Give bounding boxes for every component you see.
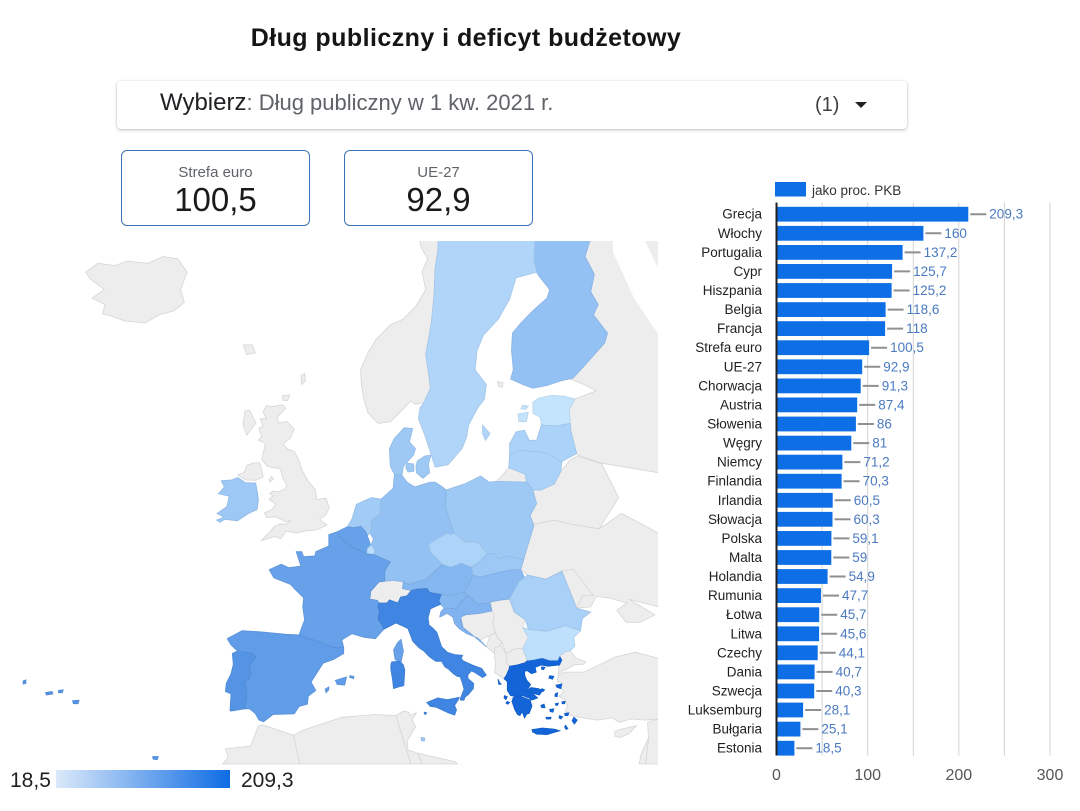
svg-text:Estonia: Estonia — [717, 741, 763, 756]
svg-text:Belgia: Belgia — [724, 302, 762, 317]
svg-text:Francja: Francja — [717, 321, 763, 336]
svg-text:100: 100 — [854, 767, 881, 784]
svg-text:300: 300 — [1037, 767, 1064, 784]
svg-text:Hiszpania: Hiszpania — [703, 283, 763, 298]
svg-text:86: 86 — [877, 417, 892, 432]
svg-text:Łotwa: Łotwa — [726, 607, 763, 622]
svg-text:Niemcy: Niemcy — [717, 455, 762, 470]
svg-text:Dania: Dania — [727, 664, 763, 679]
svg-text:60,3: 60,3 — [854, 512, 880, 527]
svg-text:137,2: 137,2 — [924, 245, 958, 260]
svg-text:81: 81 — [872, 436, 887, 451]
svg-text:18,5: 18,5 — [815, 741, 841, 756]
svg-text:Szwecja: Szwecja — [712, 684, 763, 699]
svg-text:Węgry: Węgry — [723, 436, 762, 451]
svg-text:Litwa: Litwa — [730, 626, 762, 641]
svg-text:45,7: 45,7 — [840, 607, 866, 622]
svg-text:28,1: 28,1 — [824, 703, 850, 718]
svg-text:47,7: 47,7 — [842, 588, 868, 603]
svg-text:87,4: 87,4 — [878, 397, 905, 412]
svg-text:92,9: 92,9 — [883, 359, 909, 374]
svg-text:0: 0 — [772, 767, 781, 784]
svg-text:Słowenia: Słowenia — [707, 417, 762, 432]
svg-text:Malta: Malta — [729, 550, 763, 565]
svg-text:118,6: 118,6 — [907, 302, 940, 317]
svg-text:Rumunia: Rumunia — [708, 588, 763, 603]
svg-text:160: 160 — [944, 226, 967, 241]
svg-text:40,7: 40,7 — [836, 664, 862, 679]
svg-text:Austria: Austria — [720, 397, 763, 412]
svg-text:40,3: 40,3 — [835, 684, 861, 699]
svg-text:59: 59 — [852, 550, 867, 565]
svg-text:Czechy: Czechy — [717, 645, 762, 660]
svg-text:45,6: 45,6 — [840, 626, 866, 641]
svg-text:209,3: 209,3 — [989, 207, 1023, 222]
svg-text:UE-27: UE-27 — [724, 359, 762, 374]
svg-text:Chorwacja: Chorwacja — [698, 378, 762, 393]
svg-text:60,5: 60,5 — [854, 493, 880, 508]
svg-text:Polska: Polska — [721, 531, 762, 546]
svg-text:Portugalia: Portugalia — [701, 245, 762, 260]
svg-text:118: 118 — [906, 321, 928, 336]
svg-text:Luksemburg: Luksemburg — [688, 703, 762, 718]
svg-text:Irlandia: Irlandia — [718, 493, 763, 508]
svg-text:59,1: 59,1 — [852, 531, 878, 546]
svg-text:Grecja: Grecja — [722, 207, 762, 222]
svg-text:Cypr: Cypr — [733, 264, 762, 279]
svg-text:200: 200 — [945, 767, 972, 784]
svg-text:Słowacja: Słowacja — [708, 512, 763, 527]
svg-text:54,9: 54,9 — [849, 569, 875, 584]
svg-text:44,1: 44,1 — [839, 645, 865, 660]
svg-text:91,3: 91,3 — [882, 378, 908, 393]
svg-text:Finlandia: Finlandia — [707, 474, 762, 489]
svg-text:70,3: 70,3 — [863, 474, 889, 489]
svg-text:25,1: 25,1 — [821, 722, 847, 737]
svg-text:jako proc. PKB: jako proc. PKB — [811, 183, 901, 198]
svg-text:Holandia: Holandia — [709, 569, 763, 584]
svg-text:125,2: 125,2 — [913, 283, 947, 298]
svg-text:71,2: 71,2 — [863, 455, 889, 470]
svg-text:Bułgaria: Bułgaria — [712, 722, 762, 737]
svg-text:125,7: 125,7 — [913, 264, 947, 279]
svg-text:Włochy: Włochy — [718, 226, 763, 241]
svg-text:Strefa euro: Strefa euro — [695, 340, 762, 355]
svg-text:100,5: 100,5 — [890, 340, 924, 355]
